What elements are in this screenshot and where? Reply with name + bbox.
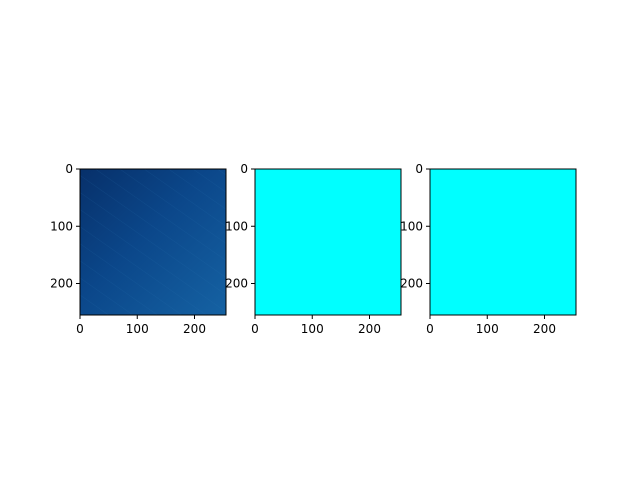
- image-panel-1: 0 100 200 0 100 200: [50, 162, 227, 336]
- image-panel-2: 0 100 200 0 100 200: [225, 162, 402, 336]
- image-panel-3: 0 100 200 0 100 200: [400, 162, 577, 336]
- x-tick-label: 200: [358, 322, 381, 336]
- x-tick-label: 100: [301, 322, 324, 336]
- y-tick-label: 0: [415, 162, 423, 176]
- panels: 0 100 200 0 100 200 0 100 200 0 100 200 0 100 200 0 100 2…: [50, 162, 577, 336]
- axes-frame: [429, 168, 577, 316]
- y-tick-label: 200: [50, 277, 73, 291]
- x-tick-label: 100: [126, 322, 149, 336]
- y-tick-label: 100: [225, 219, 248, 233]
- axes-frame: [79, 168, 227, 316]
- x-tick-label: 200: [183, 322, 206, 336]
- y-tick-label: 200: [400, 277, 423, 291]
- x-tick-label: 0: [76, 322, 84, 336]
- x-tick-label: 0: [426, 322, 434, 336]
- x-tick-label: 200: [533, 322, 556, 336]
- y-tick-label: 0: [65, 162, 73, 176]
- image-area: [255, 169, 401, 315]
- axes-frame: [254, 168, 402, 316]
- image-area: [430, 169, 576, 315]
- y-tick-label: 0: [240, 162, 248, 176]
- image-texture: [80, 169, 226, 315]
- x-tick-label: 100: [476, 322, 499, 336]
- y-tick-label: 100: [50, 219, 73, 233]
- y-tick-label: 200: [225, 277, 248, 291]
- y-tick-label: 100: [400, 219, 423, 233]
- x-tick-label: 0: [251, 322, 259, 336]
